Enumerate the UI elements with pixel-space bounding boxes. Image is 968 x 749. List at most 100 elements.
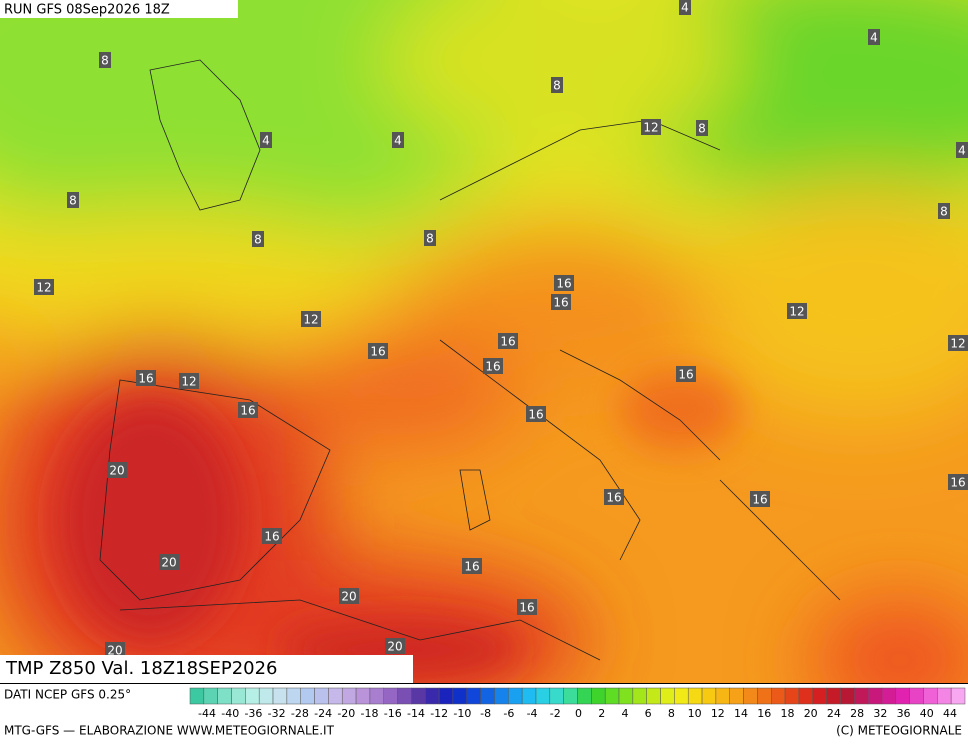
contour-label: 4: [681, 1, 689, 15]
contour-label-box: [368, 343, 388, 359]
scale-swatch: [909, 687, 924, 705]
map-title: TMP Z850 Val. 18Z18SEP2026: [5, 658, 278, 679]
contour-label: 12: [789, 305, 804, 319]
scale-swatch: [674, 687, 689, 705]
scale-swatch: [771, 687, 786, 705]
scale-swatch: [452, 687, 468, 705]
scale-swatch: [591, 687, 606, 705]
contour-label: 16: [485, 360, 500, 374]
scale-swatch: [715, 687, 730, 705]
contour-label: 16: [553, 296, 568, 310]
scale-swatch: [355, 687, 371, 705]
contour-label-box: [262, 528, 282, 544]
scale-label: -32: [268, 707, 286, 720]
scale-label: 2: [598, 707, 605, 720]
scale-swatch: [521, 687, 537, 705]
scale-swatch: [231, 687, 246, 705]
contour-label-box: [604, 489, 624, 505]
contour-label-box: [339, 588, 359, 604]
contour-label-box: [159, 554, 179, 570]
scale-label: 16: [757, 707, 771, 720]
scale-swatch: [383, 687, 398, 705]
scale-swatch: [286, 687, 301, 705]
contour-label-box: [179, 373, 199, 389]
contour-label-box: [641, 119, 661, 135]
scale-label: 12: [711, 707, 725, 720]
contour-label-box: [462, 558, 482, 574]
contour-label: 20: [161, 556, 176, 570]
scale-swatch: [826, 687, 841, 705]
contour-label-box: [67, 192, 79, 208]
contour-label-box: [99, 52, 111, 68]
scale-label: -6: [503, 707, 514, 720]
scale-label: -28: [291, 707, 309, 720]
contour-label: 20: [109, 464, 124, 478]
scale-swatch: [508, 687, 523, 705]
contour-label-box: [676, 366, 696, 382]
scale-swatch: [950, 687, 966, 705]
contour-label-box: [526, 406, 546, 422]
scale-swatch: [397, 687, 412, 705]
run-label: RUN GFS 08Sep2026 18Z: [4, 3, 170, 18]
contour-label: 16: [950, 476, 965, 490]
contour-label-box: [696, 120, 708, 136]
scale-swatch: [203, 687, 218, 705]
scale-label: 32: [873, 707, 887, 720]
contour-label: 4: [958, 144, 966, 158]
contour-label-box: [498, 333, 518, 349]
scale-swatch: [812, 687, 827, 705]
contour-label: 16: [678, 368, 693, 382]
scale-swatch: [480, 687, 495, 705]
contour-label-box: [868, 29, 880, 45]
scale-swatch: [757, 687, 772, 705]
contour-label: 20: [107, 644, 122, 658]
credits-label: MTG-GFS — ELABORAZIONE WWW.METEOGIORNALE…: [4, 724, 335, 738]
coastlines: [99, 59, 841, 661]
scale-swatch: [411, 687, 426, 705]
contour-label-box: [750, 491, 770, 507]
scale-swatch: [314, 687, 329, 705]
contour-label: 8: [254, 233, 262, 247]
scale-swatch: [328, 687, 343, 705]
contour-label: 20: [387, 640, 402, 654]
scale-swatch: [258, 687, 274, 705]
contour-label: 20: [341, 590, 356, 604]
contour-label-box: [424, 230, 436, 246]
copyright-label: (C) METEOGIORNALE: [836, 724, 962, 738]
scale-swatch: [840, 687, 855, 705]
contour-label: 16: [464, 560, 479, 574]
scale-swatch: [743, 687, 758, 705]
scale-swatch: [687, 687, 703, 705]
scale-label: -36: [244, 707, 262, 720]
contour-label-box: [260, 132, 272, 148]
scale-label: 18: [780, 707, 794, 720]
scale-swatch: [563, 687, 578, 705]
contour-label: 4: [262, 134, 270, 148]
contour-label: 12: [643, 121, 658, 135]
scale-label: 28: [850, 707, 864, 720]
scale-swatch: [632, 687, 647, 705]
contour-label: 16: [500, 335, 515, 349]
color-scale: -44 -40 -36 -32 -28 -24 -20 -18 -16 -14 -12 -10 -8 -6…: [189, 687, 966, 720]
contour-label: 12: [181, 375, 196, 389]
scale-swatch: [577, 687, 592, 705]
scale-label: -24: [314, 707, 332, 720]
scale-swatch: [217, 687, 232, 705]
contour-label-box: [107, 462, 127, 478]
contour-label-box: [392, 132, 404, 148]
contour-label-box: [787, 303, 807, 319]
scale-swatch: [784, 687, 800, 705]
contour-label: 12: [36, 281, 51, 295]
scale-swatch: [646, 687, 661, 705]
scale-label: 10: [688, 707, 702, 720]
contour-label: 16: [519, 601, 534, 615]
scale-swatch: [425, 687, 440, 705]
scale-swatch: [701, 687, 717, 705]
contour-label-box: [679, 0, 691, 15]
scale-label: 4: [621, 707, 628, 720]
scale-swatch: [604, 687, 620, 705]
contour-label-box: [385, 638, 405, 654]
scale-swatch: [854, 687, 869, 705]
contour-label: 16: [240, 404, 255, 418]
scale-swatch: [729, 687, 744, 705]
